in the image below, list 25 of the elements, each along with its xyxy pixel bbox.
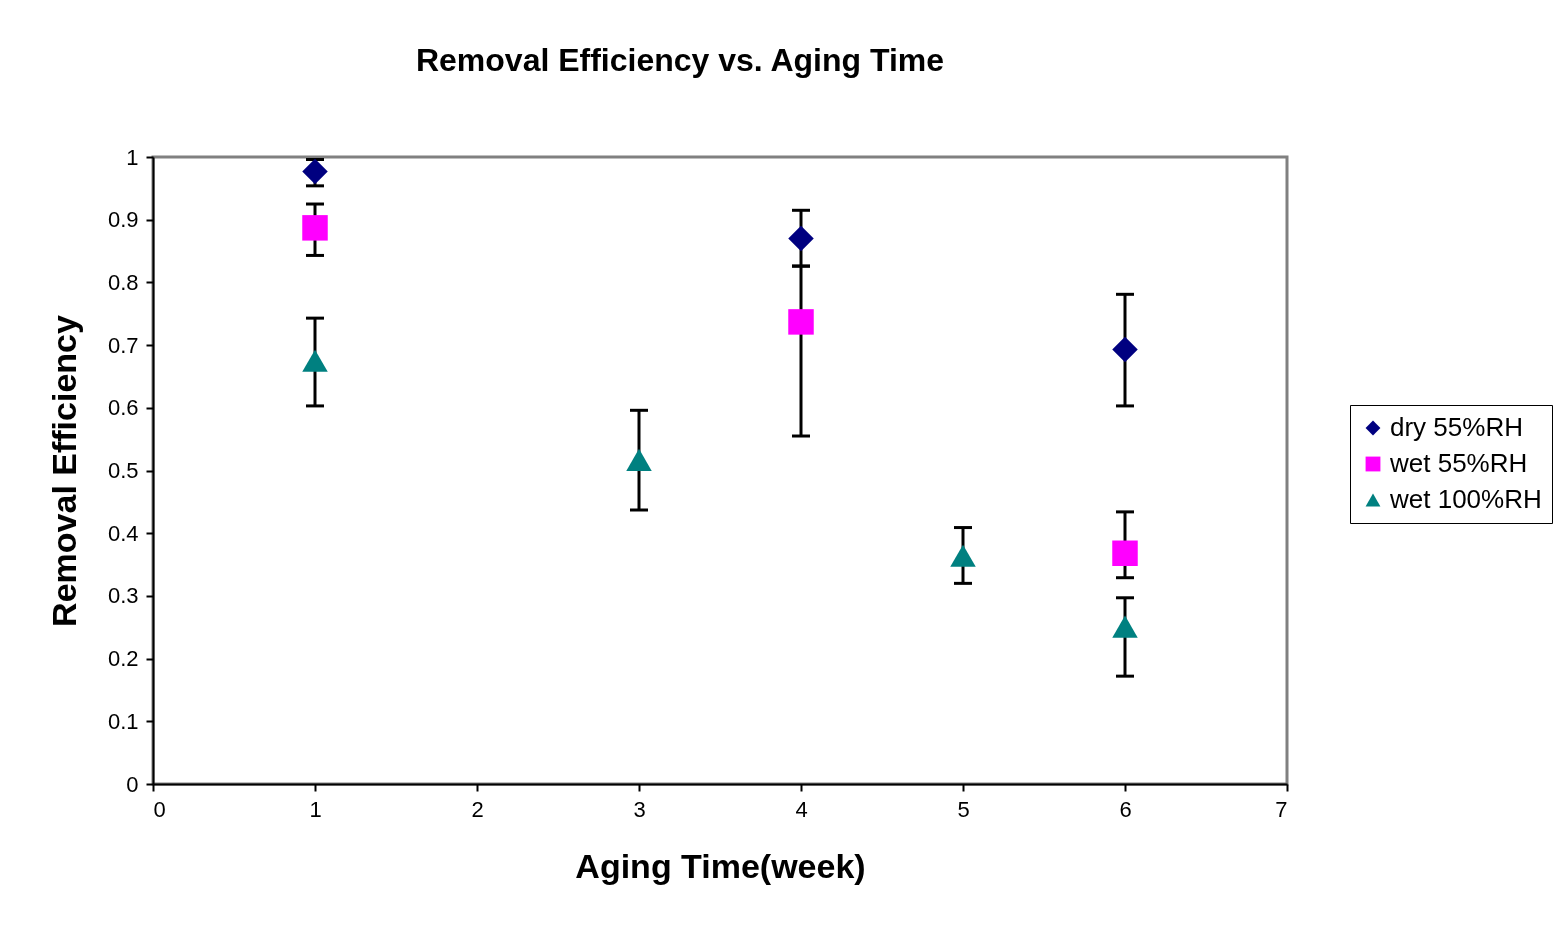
x-tick-label: 3 [633,796,646,822]
y-tick-label: 0.1 [107,708,139,734]
x-tick-label: 4 [795,796,808,822]
x-axis-title: Aging Time(week) [575,846,866,885]
y-tick-label: 0 [126,771,139,797]
y-axis-title: Removal Efficiency [44,315,83,627]
legend-label: dry 55%RH [1390,412,1523,442]
y-tick-label: 0.6 [107,395,139,421]
chart-title: Removal Efficiency vs. Aging Time [415,42,945,78]
x-tick-label: 1 [309,796,322,822]
y-tick-label: 0.2 [107,646,139,672]
legend-label: wet 100%RH [1389,484,1542,514]
y-tick-label: 0.5 [107,458,139,483]
x-tick-label: 0 [153,796,166,822]
y-tick-label: 0.9 [107,207,139,233]
x-tick-label: 7 [1275,796,1288,822]
y-tick-label: 1 [126,144,139,170]
x-tick-label: 2 [471,796,484,822]
legend-label: wet 55%RH [1389,448,1528,478]
y-tick-label: 0.7 [107,332,139,358]
y-tick-label: 0.4 [107,520,139,546]
y-tick-label: 0.8 [107,269,139,295]
y-tick-label: 0.3 [107,583,139,609]
x-tick-label: 5 [957,796,970,822]
x-tick-label: 6 [1119,796,1132,822]
